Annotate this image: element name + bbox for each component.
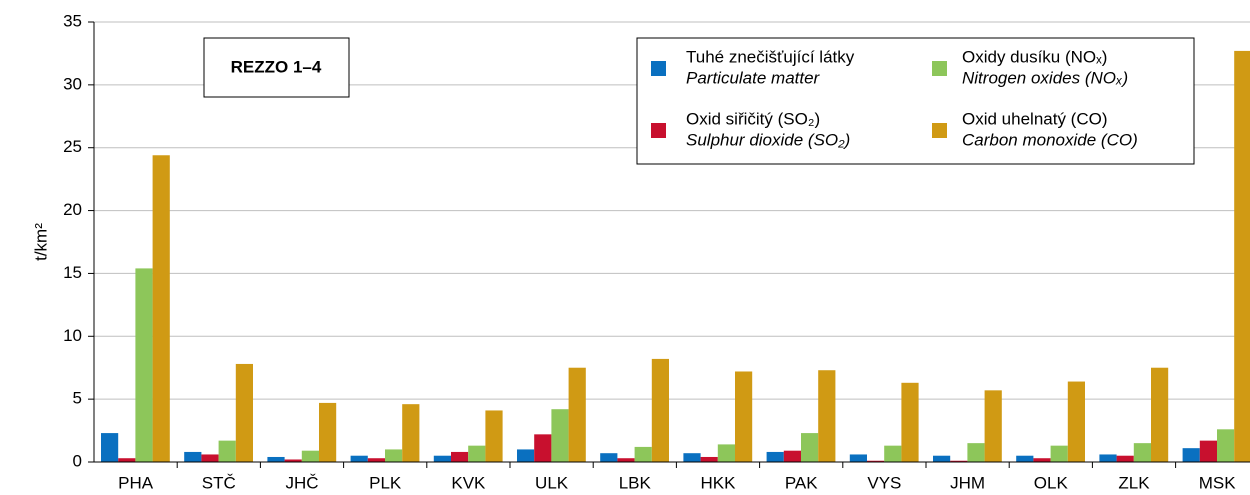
x-tick-label: JHM [950,473,985,492]
bar [101,433,119,462]
y-tick-label: 30 [63,74,82,93]
bar [319,402,337,462]
x-tick-label: PLK [369,473,402,492]
bar [651,358,669,462]
x-tick-label: JHČ [285,473,318,492]
y-tick-label: 20 [63,200,82,219]
bar [683,453,701,462]
bar [367,458,385,462]
legend-swatch [651,61,666,76]
y-tick-label: 5 [73,389,82,408]
bar [433,455,451,462]
bar [267,456,285,462]
legend-label: Sulphur dioxide (SO₂) [686,130,850,149]
x-tick-label: HKK [701,473,737,492]
bar [1133,443,1151,462]
annotation: REZZO 1–4 [231,57,322,76]
legend-label: Particulate matter [686,68,821,87]
bar [1234,50,1250,463]
legend-label: Oxidy dusíku (NOₓ) [962,47,1107,66]
x-tick-label: STČ [202,473,236,492]
x-tick-label: PAK [785,473,818,492]
y-tick-label: 25 [63,137,82,156]
bar [967,443,985,462]
bar [1182,448,1200,462]
bar [385,449,403,462]
bar [152,155,170,462]
bar [884,445,902,462]
bar [1217,429,1235,462]
bar [218,440,236,462]
bar [766,451,784,462]
y-tick-label: 15 [63,263,82,282]
bar [950,460,968,462]
bar [801,433,819,462]
bar [1016,455,1034,462]
x-tick-label: LBK [619,473,652,492]
bar [717,444,735,462]
bar [350,455,368,462]
annotation-box [203,37,350,98]
x-tick-label: VYS [867,473,901,492]
bar [284,459,302,462]
bar [517,449,535,462]
bar [818,370,836,462]
bar [634,446,652,462]
x-tick-label: MSK [1199,473,1237,492]
legend-label: Carbon monoxide (CO) [962,130,1138,149]
bar [301,450,319,462]
bar [984,390,1002,462]
y-tick-label: 10 [63,326,82,345]
legend-label: Oxid siřičitý (SO₂) [686,109,820,128]
bar [468,445,486,462]
bar [901,382,919,462]
bar [534,434,552,462]
bar [700,456,718,462]
bar [402,404,420,462]
y-axis-label: t/km² [31,223,50,261]
legend-swatch [932,61,947,76]
x-tick-label: OLK [1034,473,1069,492]
bar [568,367,586,462]
bar [1151,367,1169,462]
x-tick-label: ULK [535,473,569,492]
legend-swatch [932,123,947,138]
y-tick-label: 0 [73,451,82,470]
bar [1099,454,1117,462]
x-tick-label: ZLK [1118,473,1150,492]
bar [235,363,253,462]
bar [735,371,753,462]
x-tick-label: PHA [118,473,154,492]
bar [849,454,867,462]
bar [135,268,153,462]
bar [1033,458,1051,462]
legend-label: Tuhé znečišťující látky [686,47,855,66]
bar [201,454,219,462]
bar [1116,455,1134,462]
bar [118,458,136,462]
y-tick-label: 35 [63,11,82,30]
bar [783,450,801,462]
legend-box [636,37,1195,165]
legend-swatch [651,123,666,138]
bar [451,451,469,462]
bar [1199,440,1217,462]
bar [485,410,503,462]
x-tick-label: KVK [451,473,486,492]
bar [551,409,569,462]
bar [1050,445,1068,462]
legend-label: Nitrogen oxides (NOₓ) [962,68,1128,87]
bar [617,458,635,462]
bar [933,455,951,462]
bar [600,453,618,462]
legend-label: Oxid uhelnatý (CO) [962,109,1108,128]
bar [1067,381,1085,462]
bar [867,460,885,462]
bar [184,451,202,462]
